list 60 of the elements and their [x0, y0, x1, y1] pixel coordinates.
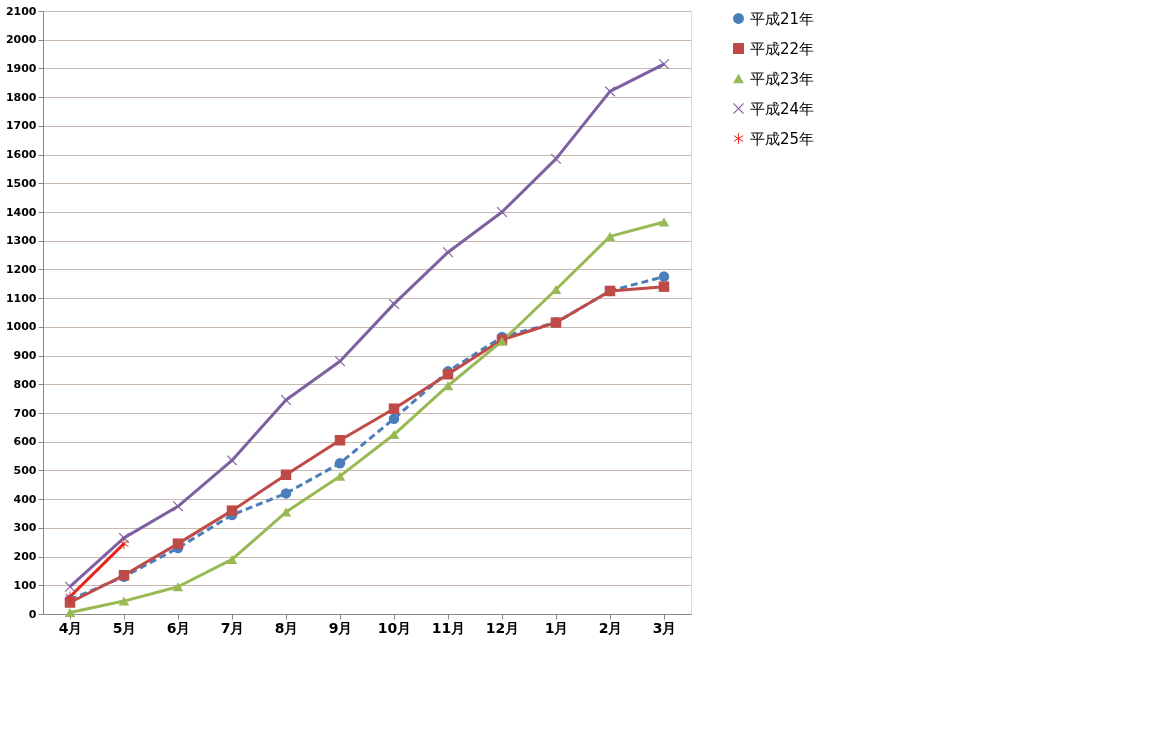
point — [388, 413, 400, 424]
y-tick-label: 1200 — [5, 262, 37, 276]
x-tick-label: 7月 — [220, 619, 245, 636]
x-tick-label: 9月 — [328, 619, 353, 636]
y-tick-label: 300 — [13, 521, 37, 535]
point — [226, 455, 238, 466]
legend-label: 平成22年 — [750, 39, 815, 58]
x-tick-label: 11月 — [431, 619, 466, 636]
point — [658, 217, 670, 227]
y-tick-label: 1800 — [5, 90, 37, 104]
point — [388, 403, 400, 414]
y-tick-label: 0 — [28, 607, 37, 621]
point — [334, 356, 346, 367]
point — [604, 86, 616, 97]
y-tick-label: 2000 — [5, 33, 37, 47]
point — [172, 501, 184, 512]
legend-label: 平成23年 — [750, 69, 815, 88]
point — [226, 505, 238, 516]
point — [118, 596, 130, 606]
y-tick-label: 1100 — [5, 291, 37, 305]
legend-label: 平成24年 — [750, 99, 815, 118]
x-tick-label: 5月 — [112, 619, 137, 636]
x-tick-label: 1月 — [544, 619, 569, 636]
legend-label: 平成21年 — [750, 9, 815, 28]
y-tick-label: 1000 — [5, 320, 37, 334]
y-tick-label: 900 — [13, 349, 37, 363]
y-tick-label: 600 — [13, 435, 37, 449]
point — [658, 271, 670, 282]
x-tick-label: 2月 — [598, 619, 623, 636]
legend-label: 平成25年 — [750, 129, 815, 148]
point — [280, 469, 292, 480]
point — [172, 582, 184, 592]
y-tick-label: 1300 — [5, 234, 37, 248]
y-tick-label: 100 — [13, 578, 37, 592]
point — [334, 471, 346, 481]
y-tick-label: 400 — [13, 492, 37, 506]
point — [64, 581, 76, 592]
x-tick-label: 6月 — [166, 619, 191, 636]
point — [658, 281, 670, 292]
x-tick-label: 12月 — [485, 619, 520, 636]
point — [334, 435, 346, 446]
y-tick-label: 1600 — [5, 148, 37, 162]
point — [172, 538, 184, 549]
point — [226, 554, 238, 564]
x-tick-label: 3月 — [652, 619, 677, 636]
y-tick-label: 800 — [13, 377, 37, 391]
x-tick-label: 10月 — [377, 619, 412, 636]
x-tick-label: 4月 — [58, 619, 83, 636]
y-tick-label: 1400 — [5, 205, 37, 219]
y-tick-label: 1500 — [5, 176, 37, 190]
y-tick-label: 200 — [13, 550, 37, 564]
y-tick-label: 500 — [13, 463, 37, 477]
y-tick-label: 700 — [13, 406, 37, 420]
point — [64, 608, 76, 618]
y-tick-label: 2100 — [5, 4, 37, 18]
x-tick-label: 8月 — [274, 619, 299, 636]
y-tick-label: 1700 — [5, 119, 37, 133]
y-tick-label: 1900 — [5, 61, 37, 75]
point — [280, 488, 292, 499]
point — [334, 458, 346, 469]
